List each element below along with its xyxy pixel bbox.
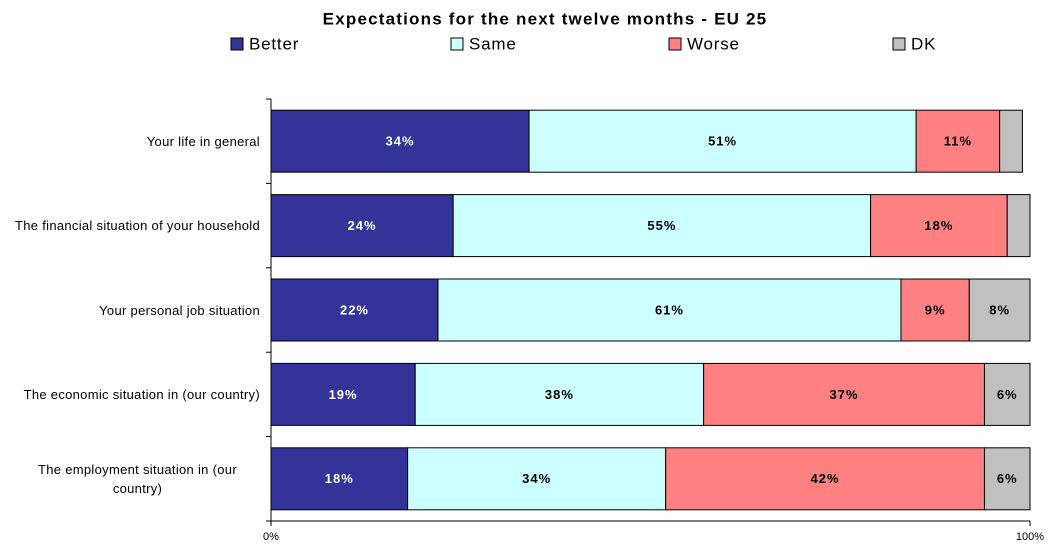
bar-segment	[437, 278, 902, 342]
bar-segment	[407, 447, 667, 511]
data-label: 51%	[708, 134, 737, 149]
legend-label: DK	[911, 34, 936, 53]
bar-segment	[452, 194, 872, 258]
data-label: 8%	[989, 302, 1010, 317]
bar-segment	[270, 362, 416, 426]
category-label-wrap: The employment situation in (our country…	[5, 449, 260, 509]
category-label-wrap: Your life in general	[5, 111, 260, 171]
category-label-box: The employment situation in (our country…	[5, 449, 260, 509]
data-label: 9%	[925, 302, 946, 317]
bar-segment	[414, 362, 705, 426]
category-label: Your personal job situation	[99, 302, 260, 318]
bar-segment	[999, 109, 1023, 173]
x-tick-label: 0%	[263, 531, 279, 543]
legend-label: Better	[249, 34, 299, 53]
bar-segment	[703, 362, 985, 426]
bar-segment	[270, 447, 409, 511]
bar-segment	[270, 194, 454, 258]
bar-segment	[528, 109, 917, 173]
category-label: The financial situation of your househol…	[15, 218, 260, 234]
category-label: Your life in general	[146, 133, 260, 149]
data-label: 11%	[944, 134, 972, 149]
category-label: The employment situation in (our country…	[38, 461, 237, 496]
data-label: 61%	[655, 302, 684, 317]
legend-swatch	[668, 37, 682, 51]
data-label: 18%	[924, 218, 953, 233]
data-label: 19%	[329, 387, 358, 402]
bar-segment	[983, 447, 1031, 511]
data-label: 38%	[545, 387, 574, 402]
data-label: 24%	[348, 218, 377, 233]
data-label: 37%	[830, 387, 859, 402]
data-label: 6%	[997, 471, 1018, 486]
bar-segment	[870, 194, 1008, 258]
data-label: 6%	[997, 387, 1018, 402]
data-label: 18%	[325, 471, 354, 486]
category-label-wrap: Your personal job situation	[5, 280, 260, 340]
chart-title: Expectations for the next twelve months …	[323, 9, 768, 28]
bar-segment	[968, 278, 1031, 342]
category-label-wrap: The financial situation of your househol…	[5, 196, 260, 256]
legend-label: Same	[469, 34, 517, 53]
bar-segment	[1006, 194, 1031, 258]
data-label: 34%	[386, 134, 415, 149]
legend-label: Worse	[687, 34, 740, 53]
category-label-box: The economic situation in (our country)	[5, 364, 260, 424]
bar-segment	[270, 278, 439, 342]
data-label: 42%	[811, 471, 840, 486]
category-label-box: The financial situation of your househol…	[5, 196, 260, 256]
bar-segment	[915, 109, 1001, 173]
data-label: 34%	[522, 471, 551, 486]
legend-swatch	[230, 37, 244, 51]
data-label: 22%	[340, 302, 369, 317]
legend-swatch	[450, 37, 464, 51]
bar-segment	[665, 447, 985, 511]
category-label: The economic situation in (our country)	[23, 386, 260, 402]
category-label-wrap: The economic situation in (our country)	[5, 364, 260, 424]
x-tick-label: 100%	[1016, 531, 1044, 543]
bar-segment	[983, 362, 1031, 426]
legend-swatch	[892, 37, 906, 51]
data-label: 55%	[647, 218, 676, 233]
bar-segment	[900, 278, 970, 342]
category-label-box: Your personal job situation	[5, 280, 260, 340]
category-label-box: Your life in general	[5, 111, 260, 171]
